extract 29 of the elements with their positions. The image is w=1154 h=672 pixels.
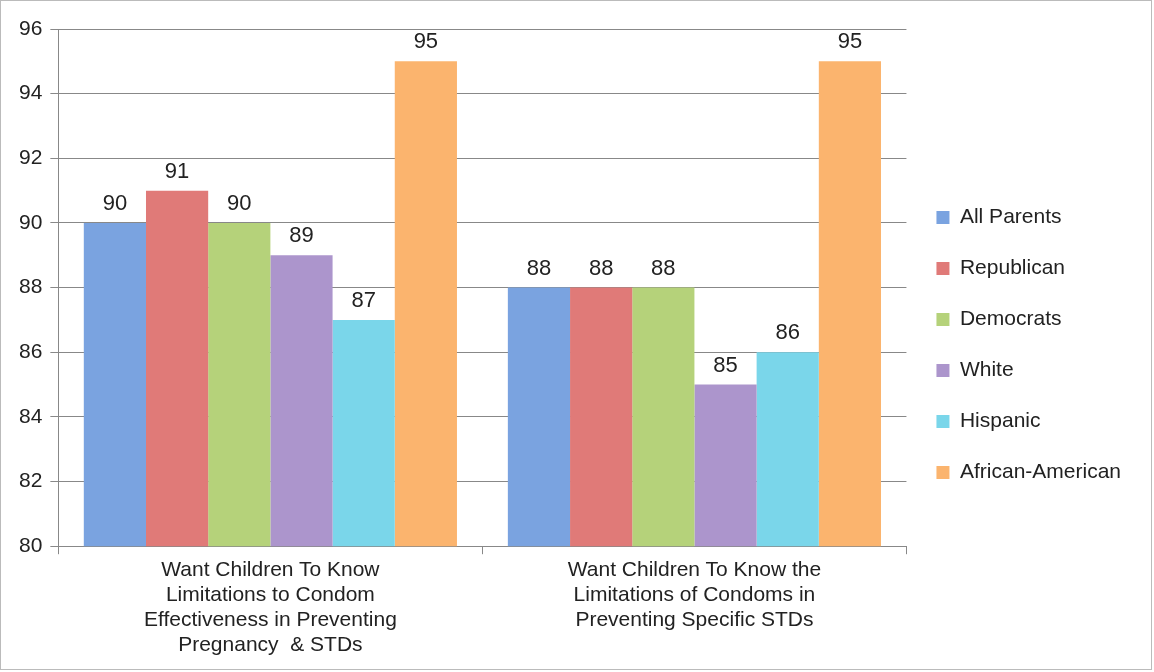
- y-tick-label: 90: [19, 209, 43, 233]
- data-label: 88: [588, 254, 614, 280]
- x-tick-label: Want Children To Know the Limitations of Condoms in Preventing Specific STDs: [567, 556, 822, 630]
- data-label: 89: [289, 222, 314, 248]
- legend-label: White: [959, 357, 1014, 381]
- data-label: 88: [651, 254, 676, 280]
- legend-label: Democrats: [959, 306, 1062, 330]
- legend-label: Hispanic: [959, 408, 1041, 432]
- x-tick-label: Want Children To Know Limitations to Condom Effectiveness in Preventing Pregnancy & STDs: [143, 556, 397, 656]
- legend-label: African-American: [959, 459, 1122, 483]
- y-tick-label: 82: [19, 468, 43, 492]
- y-tick-label: 84: [19, 403, 43, 427]
- data-label: 86: [775, 319, 800, 345]
- y-tick-label: 92: [19, 145, 43, 169]
- data-label: 95: [413, 28, 439, 54]
- data-label: 90: [102, 190, 128, 216]
- y-tick-label: 96: [19, 15, 43, 39]
- data-label: 85: [713, 351, 738, 377]
- data-label: 91: [164, 157, 190, 183]
- data-label: 87: [351, 286, 376, 312]
- legend-label: All Parents: [959, 204, 1062, 228]
- data-label: 95: [837, 28, 863, 54]
- legend-label: Republican: [959, 255, 1066, 279]
- y-tick-label: 94: [19, 80, 43, 104]
- y-tick-label: 80: [19, 533, 43, 556]
- data-label: 90: [227, 190, 252, 216]
- y-tick-label: 86: [19, 339, 43, 363]
- data-label: 88: [526, 254, 552, 280]
- y-tick-label: 88: [19, 274, 43, 298]
